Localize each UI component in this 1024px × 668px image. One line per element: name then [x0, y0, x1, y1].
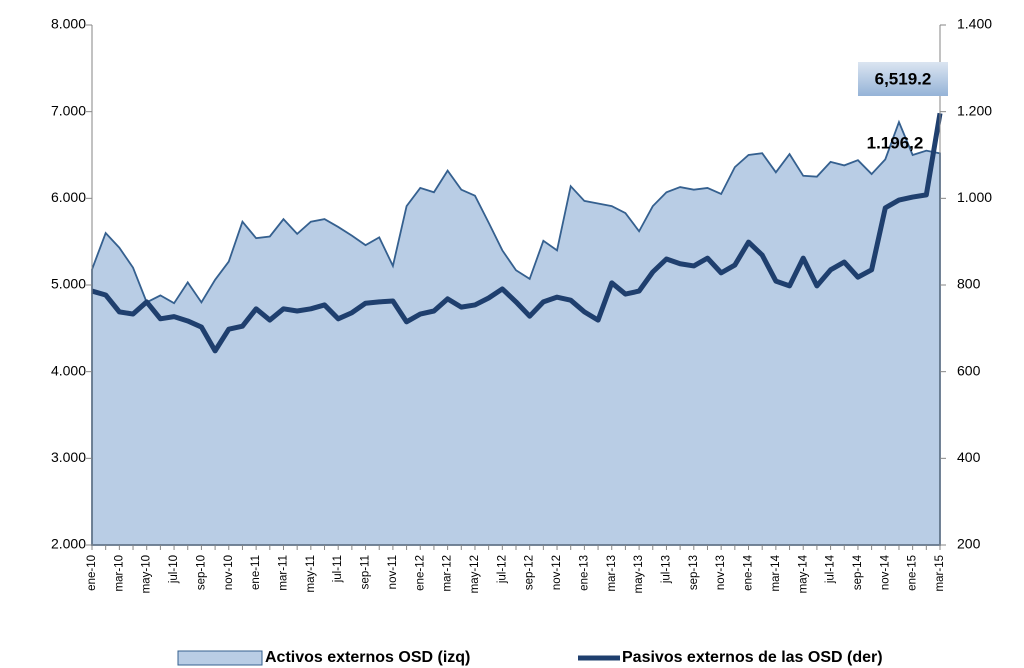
- y2-tick-label: 600: [957, 362, 981, 378]
- y2-tick-label: 1.000: [957, 189, 992, 205]
- y-tick-label: 4.000: [51, 362, 86, 378]
- line: [91, 112, 943, 354]
- x-tick-label: ene-11: [250, 555, 262, 590]
- x-tick-label: jul-11: [332, 555, 344, 583]
- y2-tick-label: 400: [957, 449, 981, 465]
- y-tick-label: 8.000: [51, 16, 86, 32]
- x-tick-label: may-12: [469, 555, 481, 593]
- x-tick-label: mar-10: [113, 555, 125, 591]
- x-tick-label: jul-14: [825, 554, 837, 584]
- legend-label: Pasivos externos de las OSD (der): [622, 649, 883, 666]
- data-label: 6,519.2: [875, 69, 932, 88]
- x-tick-label: sep-14: [852, 554, 864, 590]
- x-tick-label: ene-12: [414, 555, 426, 591]
- x-tick-label: mar-11: [278, 555, 290, 591]
- x-tick-label: jul-12: [496, 555, 508, 584]
- x-tick-label: may-11: [305, 555, 317, 593]
- x-tick-label: sep-11: [360, 555, 372, 589]
- x-tick-label: may-13: [633, 555, 645, 593]
- y2-tick-label: 800: [957, 276, 981, 292]
- x-tick-label: mar-13: [606, 555, 618, 591]
- x-tick-label: may-10: [141, 555, 153, 593]
- data-label-box: [858, 62, 948, 96]
- x-tick-label: ene-10: [86, 555, 98, 591]
- y2-tick-label: 1.400: [957, 16, 992, 32]
- x-tick-label: ene-13: [578, 555, 590, 591]
- x-tick-label: mar-14: [770, 554, 782, 591]
- x-tick-label: nov-13: [715, 555, 727, 590]
- data-label: 1.196,2: [867, 133, 924, 152]
- y-tick-label: 7.000: [51, 102, 86, 118]
- legend-swatch: [177, 650, 263, 666]
- x-tick-label: sep-10: [195, 555, 207, 590]
- x-tick-label: nov-10: [223, 555, 235, 590]
- x-tick-label: may-14: [797, 554, 809, 593]
- x-tick-label: ene-15: [907, 555, 919, 591]
- x-tick-label: sep-13: [688, 555, 700, 590]
- y-tick-label: 6.000: [51, 189, 86, 205]
- x-tick-label: jul-10: [168, 555, 180, 584]
- x-tick-label: sep-12: [524, 555, 536, 590]
- x-tick-label: nov-12: [551, 555, 563, 590]
- x-tick-label: nov-11: [387, 555, 399, 589]
- legend-label: Activos externos OSD (izq): [265, 649, 470, 666]
- x-tick-label: nov-14: [879, 554, 891, 590]
- x-tick-label: ene-14: [743, 554, 755, 590]
- x-tick-label: mar-15: [934, 555, 946, 591]
- x-tick-label: mar-12: [442, 555, 454, 591]
- area: [91, 119, 941, 546]
- x-tick-label: jul-13: [660, 555, 672, 584]
- y-tick-label: 5.000: [51, 276, 86, 292]
- y2-tick-label: 1.200: [957, 102, 992, 118]
- y2-tick-label: 200: [957, 536, 981, 552]
- y-tick-label: 2.000: [51, 536, 86, 552]
- y-tick-label: 3.000: [51, 449, 86, 465]
